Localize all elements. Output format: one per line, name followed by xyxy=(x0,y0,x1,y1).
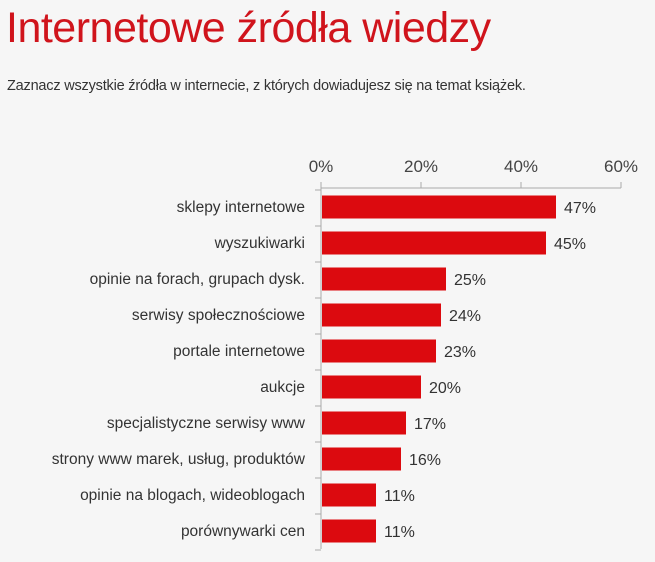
bar xyxy=(322,195,556,219)
bar xyxy=(322,231,546,255)
category-label: specjalistyczne serwisy www xyxy=(107,415,306,432)
value-label: 20% xyxy=(429,380,461,397)
bar xyxy=(322,267,446,291)
x-tick-label: 20% xyxy=(404,157,438,176)
x-tick-label: 0% xyxy=(309,157,334,176)
chart-subtitle: Zaznacz wszystkie źródła w internecie, z… xyxy=(7,78,526,94)
bar xyxy=(322,447,401,471)
category-label: aukcje xyxy=(260,379,305,396)
category-label: serwisy społecznościowe xyxy=(132,307,305,324)
value-label: 11% xyxy=(384,488,415,505)
category-label: strony www marek, usług, produktów xyxy=(52,451,306,468)
bar xyxy=(322,411,406,435)
x-tick-label: 60% xyxy=(604,157,638,176)
value-label: 45% xyxy=(554,236,586,253)
bar xyxy=(322,303,441,327)
category-label: sklepy internetowe xyxy=(177,199,305,216)
value-label: 24% xyxy=(449,308,481,325)
bar xyxy=(322,519,376,543)
chart-title: Internetowe źródła wiedzy xyxy=(6,4,491,52)
category-label: opinie na blogach, wideoblogach xyxy=(80,487,305,504)
value-label: 17% xyxy=(414,416,446,433)
category-label: portale internetowe xyxy=(173,343,305,360)
bar xyxy=(322,339,436,363)
category-label: wyszukiwarki xyxy=(214,235,305,252)
bar xyxy=(322,483,376,507)
category-label: opinie na forach, grupach dysk. xyxy=(90,271,305,288)
category-label: porównywarki cen xyxy=(181,523,305,540)
value-label: 16% xyxy=(409,452,441,469)
bar xyxy=(322,375,421,399)
x-tick-label: 40% xyxy=(504,157,538,176)
value-label: 23% xyxy=(444,344,476,361)
value-label: 11% xyxy=(384,524,415,541)
value-label: 47% xyxy=(564,200,596,217)
value-label: 25% xyxy=(454,272,486,289)
